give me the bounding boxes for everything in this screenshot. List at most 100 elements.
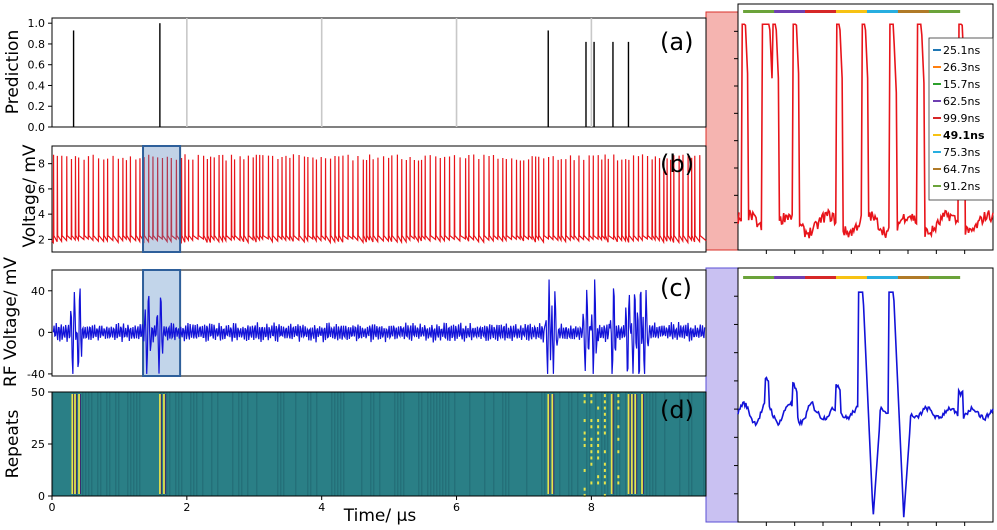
- panel-d-dot: [617, 481, 620, 485]
- panel-a-grid: [186, 18, 593, 127]
- panel-d-dot: [603, 394, 606, 398]
- panel-d-stripe: [601, 392, 603, 496]
- x-tick-label: 2: [183, 501, 190, 514]
- panel-d-label: (d): [660, 396, 694, 424]
- panel-d-stripe: [175, 392, 177, 496]
- inset-c-frame: [737, 267, 994, 523]
- panel-d-stripe: [703, 392, 705, 496]
- panel-d-stripe: [442, 392, 444, 496]
- x-axis-label: Time/ μs: [343, 506, 417, 526]
- panel-d-dark-column: [632, 394, 634, 494]
- panel-d-stripe: [82, 392, 84, 496]
- panel-a-yticks: 0.0 0.2 0.4 0.6 0.8 1.0: [28, 17, 52, 134]
- panel-d-stripe: [52, 392, 54, 496]
- panel-d-stripe: [646, 392, 648, 496]
- panel-a-ytick-label: 1.0: [28, 17, 46, 30]
- panel-d-stripe: [97, 392, 99, 496]
- panel-d-repeats-heatmap: 0 25 50 0 2 4 6 8 Repeats (d) Time/ μs: [3, 386, 707, 526]
- panel-d-bright-column: [634, 394, 637, 494]
- panel-d-stripe: [640, 392, 642, 496]
- colorbar-segment: [835, 10, 868, 13]
- panel-d-ylabel: Repeats: [3, 410, 23, 479]
- panel-d-dot: [603, 462, 606, 466]
- panel-d-stripe: [445, 392, 447, 496]
- panel-a-bars: [72, 23, 630, 127]
- panel-d-dot: [617, 425, 620, 429]
- panel-d-stripe: [340, 392, 342, 496]
- panel-d-yticks: 0 25 50: [31, 386, 52, 503]
- colorbar-segment: [774, 10, 806, 13]
- panel-d-stripe: [505, 392, 507, 496]
- panel-d-stripe: [337, 392, 339, 496]
- panel-d-stripe: [196, 392, 198, 496]
- panel-a-frame: [51, 17, 707, 128]
- panel-d-stripe: [88, 392, 90, 496]
- panel-d-stripe: [502, 392, 504, 496]
- legend-entry: 62.5ns: [943, 95, 980, 108]
- panel-d-stripe: [130, 392, 132, 496]
- panel-d-stripe: [655, 392, 657, 496]
- colorbar-segment: [743, 10, 775, 13]
- panel-d-stripe: [379, 392, 381, 496]
- panel-d-stripes: [52, 392, 705, 496]
- panel-d-stripe: [343, 392, 345, 496]
- panel-c-ytick-label: 40: [31, 285, 45, 298]
- panel-d-dot: [617, 450, 620, 454]
- panel-d-stripe: [613, 392, 615, 496]
- panel-d-bright-column: [631, 394, 633, 494]
- panel-d-stripe: [136, 392, 138, 496]
- panel-d-stripe: [403, 392, 405, 496]
- panel-d-stripe: [559, 392, 561, 496]
- colorbar-segment: [897, 10, 930, 13]
- panel-d-stripe: [616, 392, 618, 496]
- panel-d-stripe: [421, 392, 423, 496]
- panel-d-stripe: [106, 392, 108, 496]
- panel-c-ylabel: RF Voltage/ mV: [1, 257, 21, 387]
- panel-c-rf-voltage: -40 0 40 RF Voltage/ mV (c): [1, 257, 707, 387]
- panel-d-stripe: [508, 392, 510, 496]
- colorbar-segment: [928, 276, 961, 279]
- panel-d-bright-column: [71, 394, 74, 494]
- panel-d-stripe: [370, 392, 372, 496]
- panel-d-dot: [590, 456, 593, 460]
- panel-d-dark-column: [79, 394, 81, 494]
- colorbar-segment: [805, 10, 837, 13]
- panel-d-stripe: [625, 392, 627, 496]
- panel-d-stripe: [577, 392, 579, 496]
- inset-c-trace: [737, 291, 994, 518]
- panel-d-dark-column: [160, 394, 162, 494]
- panel-d-dot: [617, 400, 620, 404]
- panel-b-ylabel: Voltage/ mV: [20, 144, 40, 247]
- panel-d-dot: [603, 493, 606, 497]
- panel-c-yticks: -40 0 40: [27, 285, 52, 381]
- colorbar-segment: [866, 10, 899, 13]
- panel-d-stripe: [373, 392, 375, 496]
- panel-a-prediction: 0.0 0.2 0.4 0.6 0.8 1.0 Prediction (a): [3, 17, 707, 134]
- legend-entry: 26.3ns: [943, 61, 980, 74]
- legend-entry: 99.9ns: [943, 112, 980, 125]
- panel-d-stripe: [664, 392, 666, 496]
- panel-d-stripe: [166, 392, 168, 496]
- panel-d-bright-column: [610, 394, 613, 494]
- panel-d-stripe: [295, 392, 297, 496]
- panel-d-dot: [603, 450, 606, 454]
- panel-d-dot: [603, 406, 606, 410]
- panel-d-stripe: [586, 392, 588, 496]
- panel-d-stripe: [394, 392, 396, 496]
- panel-d-stripe: [256, 392, 258, 496]
- panel-d-stripe: [436, 392, 438, 496]
- panel-d-bright-column: [163, 394, 165, 494]
- panel-c-trace: [52, 279, 706, 375]
- panel-d-stripe: [100, 392, 102, 496]
- panel-b-highlight-window[interactable]: [142, 145, 182, 253]
- panel-d-dot: [597, 475, 600, 479]
- panel-d-stripe: [526, 392, 528, 496]
- panel-d-stripe: [397, 392, 399, 496]
- panel-d-dot: [590, 437, 593, 441]
- panel-d-dark-column: [612, 394, 614, 494]
- inset-b-trace: [737, 23, 994, 239]
- panel-d-stripe: [247, 392, 249, 496]
- panel-a-ylabel: Prediction: [3, 30, 23, 114]
- x-axis-ticks: 0 2 4 6 8: [49, 496, 595, 514]
